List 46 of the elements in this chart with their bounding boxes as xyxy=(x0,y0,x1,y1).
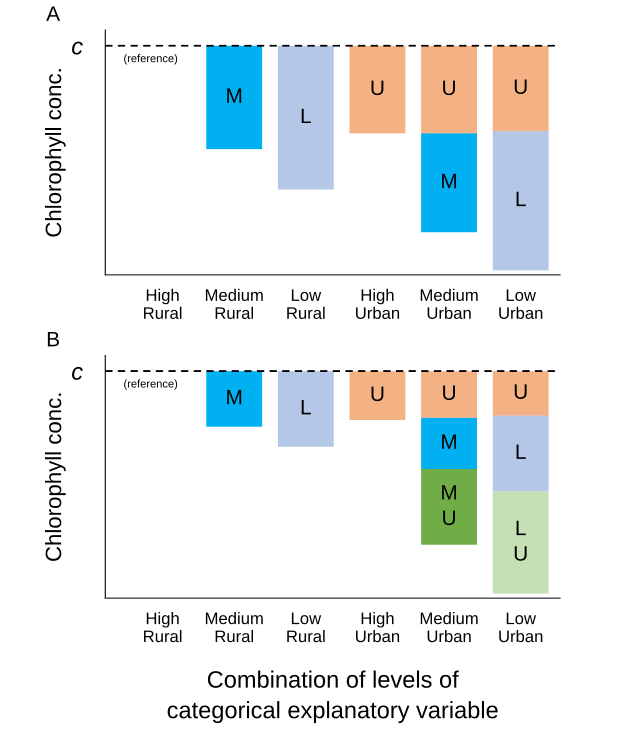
bar xyxy=(492,416,549,492)
series-label: U xyxy=(514,384,527,399)
x-tick-label: Medium Urban xyxy=(420,612,478,642)
x-tick-label: Low Rural xyxy=(287,289,325,319)
text: L xyxy=(516,192,526,206)
series-label: M xyxy=(442,434,456,449)
annotation: (reference) xyxy=(124,379,178,390)
series-label: M U xyxy=(442,485,456,526)
text: U xyxy=(443,80,455,96)
series-label: L U xyxy=(514,520,527,561)
x-tick-label: High Urban xyxy=(356,612,400,642)
series-label: L xyxy=(302,108,311,124)
bar xyxy=(206,371,262,427)
text: M xyxy=(227,390,242,404)
text: U xyxy=(514,80,527,94)
x-tick-label: Low Urban xyxy=(499,612,542,642)
bar xyxy=(278,371,334,447)
x-tick-label: High Urban xyxy=(356,288,400,319)
text: M xyxy=(227,88,242,103)
x-tick-label: High Rural xyxy=(144,288,182,319)
series-label: L xyxy=(302,400,311,414)
x-tick-label: Low Urban xyxy=(499,289,542,319)
ref-line-label: c xyxy=(72,366,83,380)
x-tick-label: Medium Urban xyxy=(420,288,478,319)
ref-line-label: c xyxy=(72,42,83,55)
x-tick-label: Low Rural xyxy=(287,612,325,642)
bar xyxy=(492,491,549,594)
series-label: M xyxy=(442,174,456,188)
x-axis-title: Combination of levels of categorical explanatory variable xyxy=(168,670,498,724)
bar xyxy=(350,371,406,420)
bar xyxy=(421,371,477,418)
y-axis-title: Chlorophyll conc. xyxy=(44,69,66,237)
bar xyxy=(421,469,477,545)
series-label: U xyxy=(372,80,384,96)
text: L xyxy=(516,444,526,459)
bar xyxy=(421,418,477,470)
chart-title: B xyxy=(48,332,59,346)
text: U xyxy=(372,386,384,402)
x-tick-label: Medium Rural xyxy=(206,288,263,319)
y-axis-title: Chlorophyll conc. xyxy=(44,394,66,561)
text: U xyxy=(443,386,455,400)
chart-title: A xyxy=(46,6,60,21)
annotation: (reference) xyxy=(124,54,178,64)
x-tick-label: Medium Rural xyxy=(206,612,263,642)
x-tick-label: High Rural xyxy=(144,612,182,642)
bar xyxy=(492,371,549,416)
